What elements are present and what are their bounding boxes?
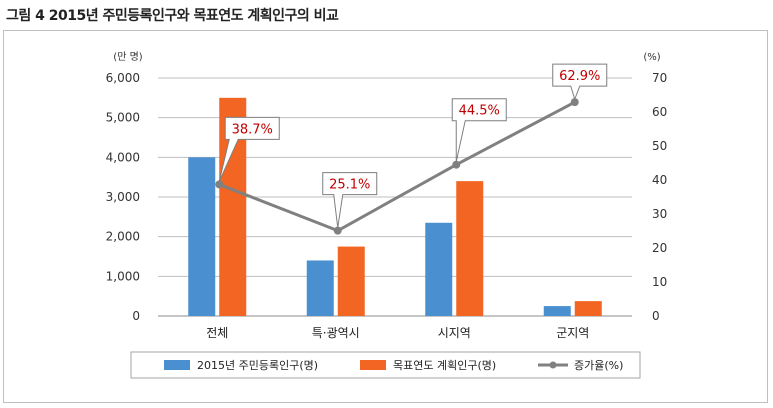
right-tick-label: 40 [652,173,667,187]
right-tick-label: 50 [652,139,667,153]
bar-2015-1 [306,260,334,316]
callout-box [322,172,378,228]
left-tick-label: 3,000 [106,190,140,204]
right-tick-label: 0 [652,309,660,323]
category-label: 군지역 [556,326,589,340]
legend-label-2015: 2015년 주민등록인구(명) [197,359,318,372]
callout-box [451,98,507,162]
figure-title: 그림 4 2015년 주민등록인구와 목표연도 계획인구의 비교 [6,8,339,24]
growth-data-label: 44.5% [459,104,500,119]
growth-marker [570,98,579,107]
left-tick-label: 1,000 [106,269,140,283]
right-tick-label: 30 [652,207,667,221]
callout-box [552,63,608,101]
left-tick-label: 0 [132,309,140,323]
growth-data-label: 25.1% [329,178,370,193]
bar-target-2 [456,181,484,316]
left-axis-unit: (만 명) [113,51,142,63]
growth-line [218,100,576,233]
right-tick-label: 60 [652,105,667,119]
bar-target-1 [337,246,365,316]
left-tick-label: 5,000 [106,111,140,125]
bar-2015-0 [188,157,216,316]
right-tick-label: 20 [652,241,667,255]
legend-swatch-2015 [164,360,190,370]
growth-data-label: 38.7% [232,122,273,137]
chart-frame [3,30,768,403]
category-label: 전체 [206,326,228,340]
growth-marker [215,180,224,189]
left-tick-label: 6,000 [106,71,140,85]
legend-marker-growth [549,361,557,369]
callout-box [218,116,280,182]
bar-2015-3 [543,306,571,316]
bar-target-3 [574,301,602,316]
category-label: 시지역 [438,326,471,340]
category-label: 특·광역시 [312,326,360,340]
legend-label-target: 목표연도 계획인구(명) [393,359,496,372]
bar-2015-2 [425,222,453,316]
legend: 2015년 주민등록인구(명) 목표연도 계획인구(명) 증가율(%) [130,351,641,379]
growth-marker [333,226,342,235]
right-tick-label: 10 [652,275,667,289]
left-tick-label: 4,000 [106,150,140,164]
right-tick-label: 70 [652,71,667,85]
growth-marker [452,160,461,169]
left-tick-label: 2,000 [106,230,140,244]
legend-label-growth: 증가율(%) [574,359,623,372]
growth-data-label: 62.9% [559,69,600,84]
legend-swatch-target [360,360,386,370]
right-axis-unit: (%) [643,52,660,63]
